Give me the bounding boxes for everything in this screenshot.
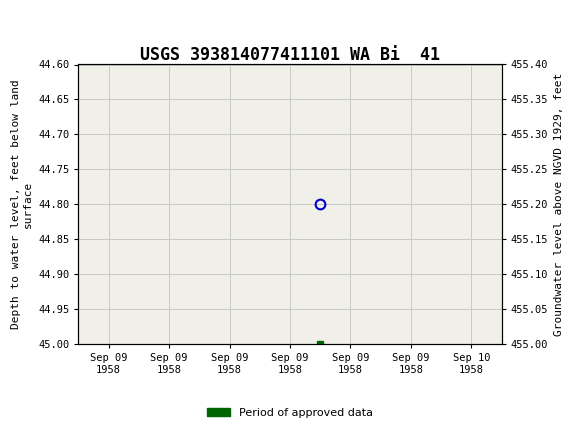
Text: USGS 393814077411101 WA Bi  41: USGS 393814077411101 WA Bi 41 — [140, 46, 440, 64]
Legend: Period of approved data: Period of approved data — [203, 403, 377, 422]
FancyBboxPatch shape — [3, 3, 78, 42]
Y-axis label: Groundwater level above NGVD 1929, feet: Groundwater level above NGVD 1929, feet — [554, 73, 564, 336]
Text: ≡USGS: ≡USGS — [6, 12, 88, 33]
Y-axis label: Depth to water level, feet below land
surface: Depth to water level, feet below land su… — [11, 80, 32, 329]
